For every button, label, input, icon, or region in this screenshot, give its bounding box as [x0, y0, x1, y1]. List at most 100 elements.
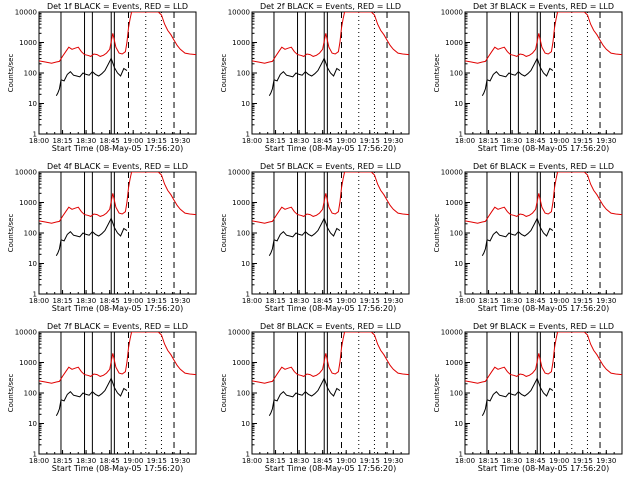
y-tick-label: 10 [241, 420, 250, 428]
y-axis-title: Counts/sec [433, 54, 441, 93]
panel-title: Det 7f BLACK = Events, RED = LLD [47, 322, 188, 331]
x-tick-label: 18:00 [455, 457, 475, 465]
events-series-line [481, 377, 554, 416]
panel-title: Det 6f BLACK = Events, RED = LLD [473, 162, 614, 171]
x-tick-label: 19:00 [549, 297, 569, 305]
lld-series-line [465, 12, 622, 64]
panel-title: Det 8f BLACK = Events, RED = LLD [260, 322, 401, 331]
lld-series-line [39, 332, 196, 384]
series-group [39, 332, 196, 416]
x-tick-label: 18:00 [29, 457, 49, 465]
detector-panel-6: Det 6f BLACK = Events, RED = LLD 1 10 100 10… [433, 162, 623, 313]
panel-title: Det 5f BLACK = Events, RED = LLD [260, 162, 401, 171]
x-tick-label: 18:30 [502, 297, 522, 305]
events-series-line [481, 57, 554, 96]
x-tick-label: 18:00 [242, 457, 262, 465]
y-tick-label: 1 [33, 451, 37, 459]
x-axis-title: Start Time (08-May-05 17:56:20) [52, 144, 183, 153]
series-group [39, 172, 196, 256]
y-axis-title: Counts/sec [433, 214, 441, 253]
y-tick-label: 100 [24, 230, 37, 238]
lld-series-line [252, 332, 409, 384]
x-tick-label: 19:15 [360, 297, 380, 305]
y-axis-title: Counts/sec [7, 214, 15, 253]
x-tick-label: 18:30 [289, 457, 309, 465]
events-series-line [268, 377, 341, 416]
x-tick-label: 19:15 [360, 457, 380, 465]
y-tick-label: 1 [246, 131, 250, 139]
y-tick-label: 100 [237, 390, 250, 398]
x-tick-label: 18:30 [76, 457, 96, 465]
vertical-markers [273, 332, 388, 454]
x-tick-label: 19:00 [123, 297, 143, 305]
y-tick-label: 1 [459, 451, 463, 459]
y-tick-label: 10000 [228, 169, 250, 177]
x-tick-label: 18:45 [526, 457, 546, 465]
series-group [465, 172, 622, 256]
y-tick-label: 10000 [441, 169, 463, 177]
series-group [39, 12, 196, 96]
lld-series-line [39, 172, 196, 224]
x-tick-label: 18:15 [265, 457, 285, 465]
x-tick-label: 18:45 [526, 297, 546, 305]
y-tick-label: 100 [450, 390, 463, 398]
x-tick-label: 19:00 [336, 297, 356, 305]
x-tick-label: 19:00 [336, 457, 356, 465]
y-tick-label: 10000 [15, 9, 37, 17]
x-tick-label: 19:00 [336, 137, 356, 145]
y-tick-label: 10 [454, 420, 463, 428]
y-tick-label: 1000 [445, 39, 463, 47]
events-series-line [481, 217, 554, 256]
y-axis-title: Counts/sec [7, 374, 15, 413]
y-axis-title: Counts/sec [220, 54, 228, 93]
y-tick-label: 10000 [228, 9, 250, 17]
x-tick-label: 18:45 [100, 137, 120, 145]
x-tick-label: 18:45 [100, 457, 120, 465]
x-tick-label: 19:00 [549, 457, 569, 465]
x-tick-label: 19:30 [170, 457, 190, 465]
y-axis-title: Counts/sec [433, 374, 441, 413]
events-series-line [55, 377, 128, 416]
x-axis-title: Start Time (08-May-05 17:56:20) [265, 464, 396, 473]
x-tick-label: 18:30 [502, 457, 522, 465]
x-tick-label: 18:15 [52, 297, 72, 305]
x-tick-label: 18:45 [526, 137, 546, 145]
y-tick-label: 1 [33, 131, 37, 139]
events-series-line [55, 217, 128, 256]
y-tick-label: 1000 [19, 199, 37, 207]
detector-panel-3: Det 3f BLACK = Events, RED = LLD 1 10 100 10… [433, 2, 623, 153]
series-group [465, 332, 622, 416]
events-series-line [55, 57, 128, 96]
y-axis-title: Counts/sec [7, 54, 15, 93]
x-axis-title: Start Time (08-May-05 17:56:20) [52, 464, 183, 473]
y-tick-label: 1 [246, 451, 250, 459]
y-tick-label: 10000 [228, 329, 250, 337]
x-tick-label: 19:15 [360, 137, 380, 145]
y-tick-label: 1 [459, 291, 463, 299]
series-group [252, 12, 409, 96]
x-tick-label: 19:30 [383, 457, 403, 465]
y-tick-label: 10 [28, 420, 37, 428]
x-tick-label: 18:00 [29, 137, 49, 145]
lld-series-line [39, 12, 196, 64]
detector-panel-7: Det 7f BLACK = Events, RED = LLD 1 10 100 10… [7, 322, 197, 473]
y-tick-label: 1000 [445, 199, 463, 207]
x-tick-label: 19:30 [596, 297, 616, 305]
x-axis-title: Start Time (08-May-05 17:56:20) [478, 144, 609, 153]
series-group [465, 12, 622, 96]
y-tick-label: 1000 [445, 359, 463, 367]
x-tick-label: 18:15 [265, 297, 285, 305]
y-tick-label: 100 [237, 230, 250, 238]
events-series-line [268, 217, 341, 256]
x-tick-label: 18:15 [52, 137, 72, 145]
vertical-markers [486, 172, 601, 294]
y-tick-label: 10000 [441, 9, 463, 17]
x-tick-label: 19:30 [383, 137, 403, 145]
lld-series-line [465, 172, 622, 224]
y-tick-label: 1 [246, 291, 250, 299]
x-tick-label: 18:00 [242, 297, 262, 305]
x-tick-label: 19:30 [170, 297, 190, 305]
x-tick-label: 18:30 [76, 137, 96, 145]
x-tick-label: 19:00 [123, 137, 143, 145]
